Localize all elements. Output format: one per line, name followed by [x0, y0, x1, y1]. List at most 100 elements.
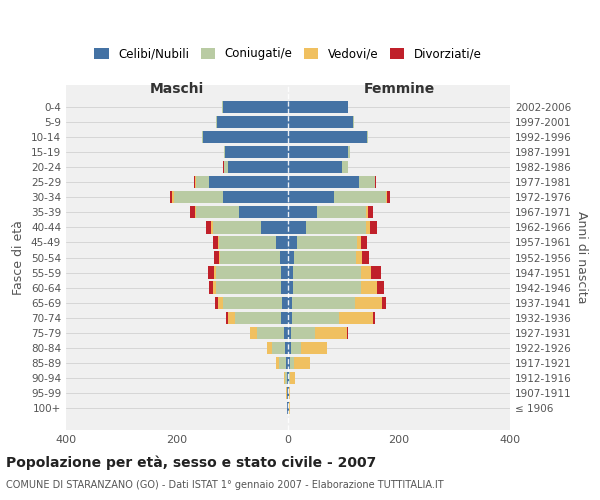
Bar [284, 326, 288, 339]
Bar [285, 342, 288, 354]
Bar [223, 100, 288, 113]
Bar [272, 342, 285, 354]
Bar [293, 266, 361, 278]
Bar [343, 161, 348, 173]
Bar [211, 221, 212, 234]
Bar [288, 252, 293, 264]
Bar [217, 116, 288, 128]
Bar [209, 176, 288, 188]
Bar [250, 326, 257, 339]
Bar [289, 372, 290, 384]
Legend: Celibi/Nubili, Coniugati/e, Vedovi/e, Divorziati/e: Celibi/Nubili, Coniugati/e, Vedovi/e, Di… [89, 42, 487, 65]
Bar [224, 146, 225, 158]
Bar [220, 252, 280, 264]
Bar [223, 296, 283, 309]
Bar [215, 296, 218, 309]
Bar [371, 266, 381, 278]
Bar [361, 282, 377, 294]
Bar [216, 282, 281, 294]
Bar [208, 266, 214, 278]
Bar [357, 236, 361, 248]
Bar [190, 206, 195, 218]
Bar [196, 176, 209, 188]
Bar [288, 312, 292, 324]
Bar [216, 116, 217, 128]
Bar [203, 131, 288, 143]
Bar [288, 176, 359, 188]
Bar [375, 176, 376, 188]
Bar [291, 342, 301, 354]
Bar [172, 191, 173, 203]
Bar [239, 206, 288, 218]
Bar [361, 266, 371, 278]
Bar [387, 191, 390, 203]
Bar [219, 252, 220, 264]
Bar [370, 221, 377, 234]
Bar [284, 372, 285, 384]
Bar [257, 326, 284, 339]
Bar [294, 357, 310, 369]
Bar [288, 191, 334, 203]
Bar [366, 206, 368, 218]
Bar [366, 221, 370, 234]
Bar [283, 296, 288, 309]
Bar [288, 372, 289, 384]
Bar [170, 191, 172, 203]
Bar [334, 191, 386, 203]
Bar [173, 191, 223, 203]
Bar [218, 296, 223, 309]
Bar [281, 266, 288, 278]
Bar [202, 131, 203, 143]
Bar [347, 326, 349, 339]
Bar [277, 357, 279, 369]
Bar [292, 326, 315, 339]
Y-axis label: Fasce di età: Fasce di età [13, 220, 25, 295]
Bar [280, 252, 288, 264]
Text: Popolazione per età, sesso e stato civile - 2007: Popolazione per età, sesso e stato civil… [6, 456, 376, 470]
Bar [307, 221, 366, 234]
Bar [288, 116, 353, 128]
Bar [226, 312, 227, 324]
Bar [213, 236, 218, 248]
Bar [225, 146, 288, 158]
Bar [293, 282, 361, 294]
Bar [373, 312, 375, 324]
Bar [288, 326, 292, 339]
Bar [285, 372, 287, 384]
Bar [218, 236, 276, 248]
Bar [288, 221, 307, 234]
Bar [281, 312, 288, 324]
Bar [338, 312, 373, 324]
Bar [293, 252, 356, 264]
Bar [386, 191, 387, 203]
Bar [194, 176, 196, 188]
Bar [196, 206, 239, 218]
Bar [288, 357, 290, 369]
Bar [348, 146, 350, 158]
Bar [301, 342, 328, 354]
Bar [288, 342, 291, 354]
Bar [212, 221, 262, 234]
Bar [195, 206, 196, 218]
Bar [223, 191, 288, 203]
Bar [288, 206, 317, 218]
Y-axis label: Anni di nascita: Anni di nascita [575, 211, 588, 304]
Bar [214, 266, 216, 278]
Bar [288, 282, 293, 294]
Bar [235, 312, 281, 324]
Bar [361, 236, 367, 248]
Bar [288, 236, 297, 248]
Bar [287, 372, 288, 384]
Bar [359, 176, 374, 188]
Bar [288, 296, 292, 309]
Bar [214, 252, 219, 264]
Bar [377, 282, 384, 294]
Bar [290, 372, 295, 384]
Bar [289, 387, 290, 400]
Bar [288, 266, 293, 278]
Bar [288, 100, 348, 113]
Bar [276, 236, 288, 248]
Bar [297, 236, 357, 248]
Text: Maschi: Maschi [150, 82, 204, 96]
Bar [281, 282, 288, 294]
